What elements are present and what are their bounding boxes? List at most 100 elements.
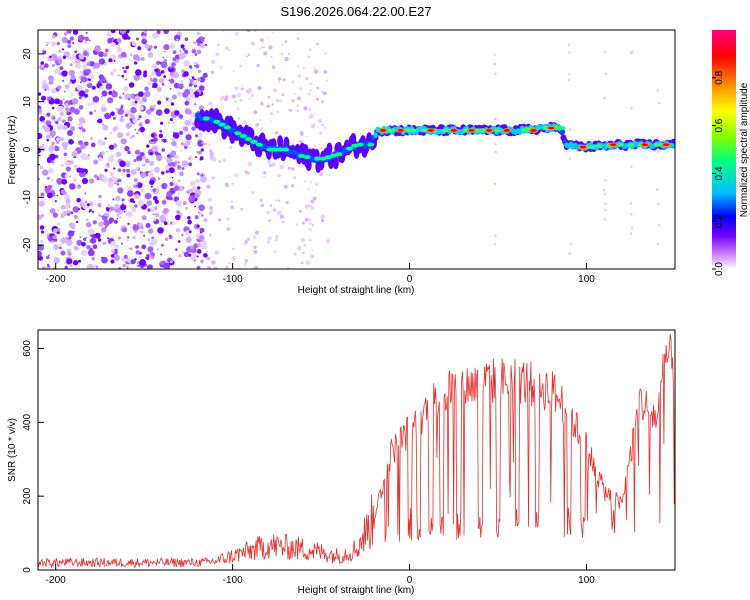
noise-blob (200, 148, 204, 152)
noise-blob (157, 100, 162, 105)
noise-blob (247, 53, 251, 56)
noise-blob (98, 51, 104, 58)
noise-blob (160, 253, 163, 256)
noise-blob (91, 210, 95, 213)
noise-blob (214, 250, 220, 255)
noise-blob (104, 137, 107, 140)
noise-blob (142, 163, 146, 167)
noise-blob (177, 240, 181, 243)
streak-blob (493, 243, 497, 246)
streak-blob (493, 62, 496, 66)
noise-blob (140, 57, 145, 61)
noise-blob (179, 130, 184, 135)
noise-blob (151, 145, 159, 152)
noise-blob (156, 60, 161, 65)
noise-blob (196, 151, 199, 154)
noise-blob (124, 145, 130, 152)
noise-blob (320, 146, 323, 150)
streak-blob (604, 179, 607, 182)
noise-blob (100, 106, 107, 113)
noise-blob (192, 252, 197, 258)
noise-blob (138, 91, 144, 97)
noise-blob (243, 242, 248, 246)
spectrogram-xtick-label: 0 (407, 274, 413, 285)
ridge-core (356, 142, 364, 147)
noise-blob (49, 208, 56, 214)
noise-blob (304, 217, 309, 222)
streak-blob (307, 93, 311, 96)
noise-blob (110, 54, 117, 61)
noise-blob (126, 238, 129, 242)
noise-blob (178, 253, 182, 258)
noise-blob (188, 188, 193, 193)
noise-blob (172, 50, 177, 55)
noise-blob (62, 79, 65, 82)
spectrogram-xtick-label: -200 (46, 274, 66, 285)
ridge-core (409, 128, 417, 133)
noise-blob (115, 183, 118, 186)
noise-blob (144, 86, 149, 92)
noise-blob (209, 205, 213, 210)
streak-blob (656, 188, 659, 191)
noise-blob (85, 218, 89, 221)
streak-blob (656, 136, 659, 139)
noise-blob (123, 210, 126, 213)
noise-blob (231, 256, 235, 260)
noise-blob (44, 89, 47, 91)
noise-blob (169, 118, 173, 122)
streak-blob (494, 182, 497, 186)
noise-blob (103, 212, 107, 216)
noise-blob (86, 203, 90, 207)
noise-blob (160, 261, 163, 264)
noise-blob (123, 254, 128, 259)
noise-blob (196, 249, 202, 254)
noise-blob (101, 104, 106, 109)
noise-blob (147, 171, 154, 178)
noise-blob (251, 191, 255, 194)
noise-blob (163, 75, 167, 78)
noise-blob (56, 41, 61, 46)
noise-blob (210, 70, 215, 75)
noise-blob (92, 220, 98, 225)
noise-blob (259, 38, 264, 42)
noise-blob (78, 90, 86, 97)
noise-blob (134, 95, 141, 102)
noise-blob (111, 175, 115, 180)
noise-blob (116, 151, 121, 157)
noise-blob (166, 157, 173, 164)
noise-blob (276, 110, 280, 113)
noise-blob (281, 43, 284, 46)
noise-blob (305, 260, 311, 265)
noise-blob (284, 56, 289, 62)
noise-blob (130, 136, 133, 139)
noise-blob (71, 41, 75, 45)
noise-blob (147, 208, 151, 212)
noise-blob (139, 106, 144, 111)
noise-blob (275, 235, 279, 239)
noise-blob (187, 216, 191, 220)
noise-blob (127, 258, 132, 263)
noise-blob (134, 100, 138, 104)
noise-blob (174, 185, 180, 191)
noise-blob (126, 173, 131, 178)
noise-blob (256, 122, 259, 126)
noise-blob (175, 200, 183, 207)
noise-blob (155, 189, 158, 192)
noise-blob (136, 132, 139, 135)
noise-blob (85, 222, 92, 228)
noise-blob (92, 244, 98, 250)
noise-blob (297, 246, 302, 251)
noise-blob (107, 97, 114, 104)
streak-blob (568, 157, 571, 160)
noise-blob (224, 265, 229, 269)
spectrogram-ytick-label: 0 (22, 146, 33, 152)
noise-blob (99, 85, 104, 91)
noise-blob (106, 31, 112, 37)
noise-blob (125, 113, 129, 117)
noise-blob (326, 79, 329, 82)
noise-blob (126, 211, 133, 218)
noise-blob (59, 66, 64, 71)
noise-blob (56, 137, 60, 142)
noise-blob (46, 176, 51, 180)
noise-blob (113, 59, 116, 62)
